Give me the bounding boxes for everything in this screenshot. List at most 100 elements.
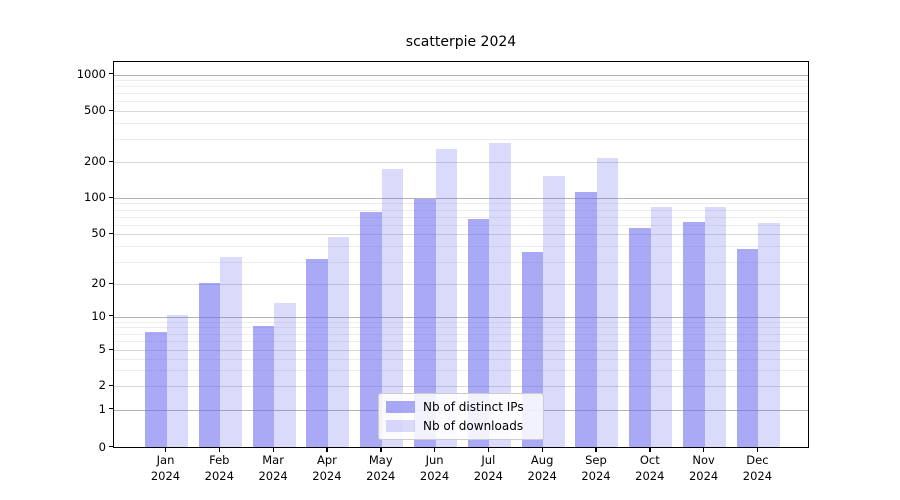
minor-gridline	[114, 321, 808, 323]
minor-gridline	[114, 341, 808, 343]
y-axis-tick-mark	[109, 160, 113, 162]
y-axis-tick-mark	[109, 282, 113, 284]
bar-downloads-sep	[596, 157, 619, 447]
legend-item-downloads: Nb of downloads	[386, 419, 535, 433]
plot-area	[113, 61, 809, 448]
y-axis-tick-label: 1	[98, 401, 106, 416]
minor-gridline	[114, 101, 808, 103]
x-axis-tick-mark	[326, 448, 328, 452]
y-axis-tick-label: 0	[98, 439, 106, 454]
x-axis-tick-label: Aug 2024	[527, 453, 557, 483]
y-axis-tick-mark	[109, 408, 113, 410]
y-axis-tick-label: 2	[98, 378, 106, 392]
y-axis-tick-mark	[109, 315, 113, 317]
y-axis-tick-label: 50	[91, 226, 106, 240]
major-gridline	[114, 162, 808, 163]
bar-downloads-jan	[166, 315, 188, 447]
x-axis-tick-mark	[272, 448, 274, 452]
bar-downloads-aug	[543, 176, 565, 447]
y-axis-tick-label: 500	[84, 103, 106, 117]
minor-gridline	[114, 261, 808, 263]
minor-gridline	[114, 327, 808, 329]
minor-gridline	[114, 123, 808, 125]
bar-downloads-oct	[650, 207, 673, 447]
minor-gridline	[114, 209, 808, 211]
bar-ips-oct	[629, 227, 651, 447]
x-axis-tick-mark	[649, 448, 651, 452]
minor-gridline	[114, 370, 808, 372]
major-gridline	[114, 111, 808, 112]
x-axis-tick-mark	[541, 448, 544, 452]
legend-swatch-downloads	[386, 420, 415, 432]
minor-gridline	[114, 139, 808, 141]
x-axis-tick-label: Dec 2024	[742, 453, 773, 483]
legend-item-distinct-ips: Nb of distinct IPs	[386, 400, 535, 414]
x-axis-tick-label: Nov 2024	[688, 453, 719, 483]
major-gridline	[114, 234, 808, 235]
minor-gridline	[114, 358, 808, 360]
x-axis-tick-label: Jan 2024	[150, 453, 181, 483]
bar-downloads-nov	[704, 207, 727, 447]
bar-ips-may	[360, 212, 382, 447]
major-gridline	[114, 284, 808, 285]
bar-ips-feb	[198, 282, 221, 447]
x-axis-tick-label: Apr 2024	[312, 453, 342, 483]
major-gridline	[114, 198, 808, 199]
x-axis-tick-label: Jun 2024	[419, 453, 450, 483]
x-axis-tick-label: Oct 2024	[635, 453, 665, 483]
bar-ips-sep	[575, 191, 597, 447]
legend: Nb of distinct IPs Nb of downloads	[378, 393, 544, 440]
bar-ips-dec	[736, 248, 759, 447]
x-axis-tick-mark	[595, 448, 597, 452]
y-axis-tick-mark	[109, 196, 113, 198]
major-gridline	[114, 74, 808, 76]
bar-ips-jan	[145, 332, 167, 447]
y-axis-tick-label: 100	[84, 190, 106, 204]
y-axis-tick-label: 5	[98, 342, 106, 356]
bar-ips-apr	[306, 258, 328, 447]
bar-ips-jul	[467, 218, 490, 447]
y-axis-tick-mark	[109, 384, 113, 386]
bar-downloads-jul	[489, 142, 511, 447]
bar-downloads-apr	[327, 237, 350, 447]
x-axis-tick-mark	[487, 448, 490, 452]
bar-downloads-feb	[220, 256, 242, 447]
y-axis-tick-mark	[109, 446, 113, 448]
x-axis-tick-mark	[703, 448, 705, 452]
major-gridline	[114, 386, 808, 387]
major-gridline	[114, 350, 808, 351]
minor-gridline	[114, 246, 808, 248]
minor-gridline	[114, 216, 808, 218]
bar-downloads-jun	[435, 149, 458, 447]
y-axis-tick-mark	[109, 348, 113, 350]
bar-downloads-may	[381, 168, 404, 447]
legend-label-downloads: Nb of downloads	[423, 419, 524, 433]
y-axis-tick-mark	[109, 109, 113, 111]
y-axis-tick-label: 200	[84, 154, 106, 168]
bar-ips-nov	[683, 222, 705, 447]
minor-gridline	[114, 224, 808, 226]
y-axis-tick-mark	[109, 73, 113, 75]
bar-ips-jun	[414, 199, 436, 447]
x-axis-tick-mark	[165, 448, 167, 452]
bar-downloads-dec	[758, 223, 780, 447]
minor-gridline	[114, 86, 808, 88]
y-axis-tick-label: 1000	[76, 66, 106, 81]
legend-swatch-ips	[386, 401, 415, 413]
x-axis-tick-label: May 2024	[366, 453, 396, 483]
chart-title: scatterpie 2024	[405, 34, 517, 50]
y-axis-tick-label: 20	[91, 276, 106, 290]
x-axis-tick-label: Sep 2024	[581, 453, 611, 483]
minor-gridline	[114, 80, 808, 82]
y-axis-tick-mark	[109, 232, 113, 234]
minor-gridline	[114, 93, 808, 95]
x-axis-tick-label: Jul 2024	[473, 453, 503, 483]
y-axis-tick-label: 10	[91, 308, 106, 323]
x-axis-tick-mark	[218, 448, 221, 452]
x-axis-tick-label: Mar 2024	[258, 453, 288, 483]
x-axis-tick-mark	[756, 448, 759, 452]
x-axis-tick-label: Feb 2024	[204, 453, 234, 483]
minor-gridline	[114, 203, 808, 205]
major-gridline	[114, 316, 808, 318]
